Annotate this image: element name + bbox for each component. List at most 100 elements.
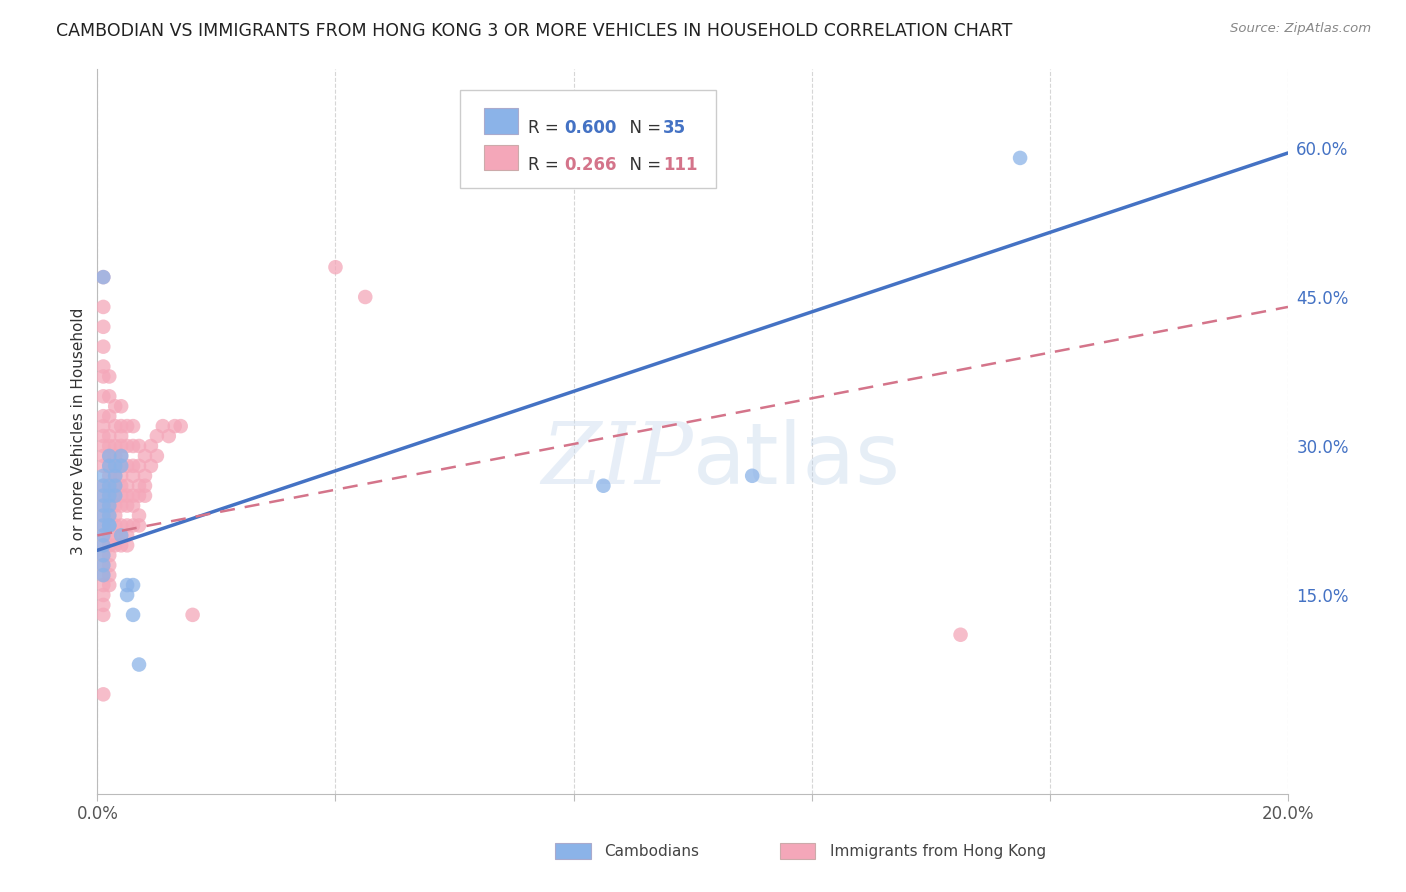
Point [949, 628, 972, 642]
Point [110, 458, 132, 473]
Point [134, 489, 156, 503]
Point [91, 489, 114, 503]
Point [122, 499, 145, 513]
Point [98, 518, 121, 533]
Point [98, 389, 121, 403]
Point [122, 419, 145, 434]
Point [91, 340, 114, 354]
Point [139, 458, 162, 473]
Point [91, 687, 114, 701]
Point [91, 499, 114, 513]
Text: R =: R = [529, 120, 564, 137]
Point [128, 439, 150, 453]
Point [110, 489, 132, 503]
Point [91, 369, 114, 384]
Point [110, 538, 132, 552]
Point [98, 508, 121, 523]
Point [91, 479, 114, 493]
Point [110, 468, 132, 483]
Point [110, 399, 132, 413]
Point [91, 538, 114, 552]
Point [122, 607, 145, 622]
Point [325, 260, 347, 275]
Point [110, 499, 132, 513]
Point [91, 548, 114, 562]
Point [110, 429, 132, 443]
Point [110, 449, 132, 463]
Point [91, 548, 114, 562]
Point [134, 479, 156, 493]
Point [98, 429, 121, 443]
Point [91, 468, 114, 483]
Point [91, 449, 114, 463]
Text: CAMBODIAN VS IMMIGRANTS FROM HONG KONG 3 OR MORE VEHICLES IN HOUSEHOLD CORRELATI: CAMBODIAN VS IMMIGRANTS FROM HONG KONG 3… [56, 22, 1012, 40]
Point [104, 499, 127, 513]
Text: N =: N = [619, 155, 666, 174]
Point [139, 439, 162, 453]
Point [115, 528, 138, 542]
Bar [484, 109, 517, 134]
Point [122, 468, 145, 483]
Bar [484, 145, 517, 170]
Point [91, 359, 114, 374]
Point [91, 568, 114, 582]
Point [91, 419, 114, 434]
Point [104, 479, 127, 493]
Point [122, 439, 145, 453]
Point [163, 419, 186, 434]
Point [110, 419, 132, 434]
Point [91, 300, 114, 314]
Point [104, 489, 127, 503]
Point [98, 489, 121, 503]
Point [98, 489, 121, 503]
Point [104, 419, 127, 434]
Point [91, 319, 114, 334]
Point [128, 458, 150, 473]
Point [1010, 151, 1032, 165]
Point [91, 499, 114, 513]
Point [91, 568, 114, 582]
Point [98, 499, 121, 513]
Point [91, 518, 114, 533]
Point [91, 588, 114, 602]
Point [128, 508, 150, 523]
Point [91, 528, 114, 542]
Text: Cambodians: Cambodians [605, 845, 700, 859]
Text: atlas: atlas [693, 418, 901, 501]
Point [152, 419, 174, 434]
Point [110, 439, 132, 453]
Point [91, 558, 114, 573]
Point [115, 588, 138, 602]
Point [91, 479, 114, 493]
Point [122, 458, 145, 473]
Y-axis label: 3 or more Vehicles in Household: 3 or more Vehicles in Household [72, 308, 86, 555]
Point [134, 468, 156, 483]
Point [91, 538, 114, 552]
Point [98, 499, 121, 513]
Point [128, 518, 150, 533]
Point [115, 499, 138, 513]
Point [146, 429, 169, 443]
Point [91, 528, 114, 542]
Point [104, 508, 127, 523]
Text: 0.600: 0.600 [564, 120, 616, 137]
Point [91, 270, 114, 285]
Point [91, 489, 114, 503]
Point [115, 439, 138, 453]
Point [91, 439, 114, 453]
Point [98, 369, 121, 384]
Point [98, 458, 121, 473]
Point [98, 508, 121, 523]
Point [115, 538, 138, 552]
Point [110, 479, 132, 493]
Point [91, 508, 114, 523]
Point [104, 489, 127, 503]
Point [128, 479, 150, 493]
Point [98, 409, 121, 424]
Point [110, 528, 132, 542]
Point [98, 558, 121, 573]
Point [115, 578, 138, 592]
Point [122, 578, 145, 592]
Point [110, 458, 132, 473]
Point [110, 518, 132, 533]
